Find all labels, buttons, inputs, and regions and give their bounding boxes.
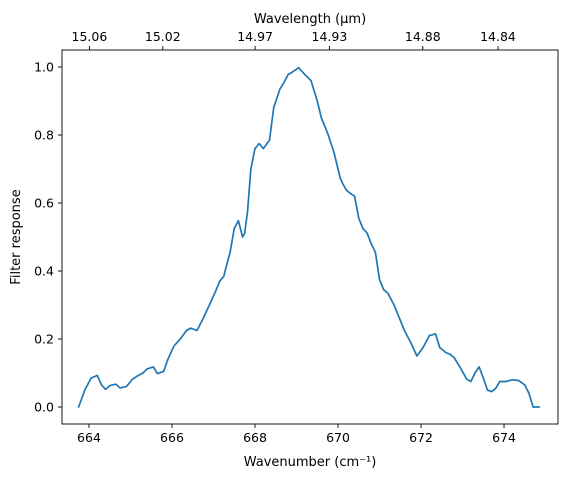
x2-tick-label: 15.06 (72, 29, 108, 44)
plot-frame (61, 49, 559, 425)
x-tick-label: 668 (243, 430, 267, 445)
x-tick-label: 670 (326, 430, 350, 445)
filter-response-line (77, 66, 541, 408)
x2-tick-label: 14.88 (405, 29, 441, 44)
x2-axis-label: Wavelength (μm) (254, 12, 366, 27)
x2-tick-label: 14.84 (480, 29, 516, 44)
x-axis-label: Wavenumber (cm⁻¹) (244, 455, 377, 470)
x-tick-label: 674 (492, 430, 516, 445)
y-tick-label: 0.2 (34, 332, 54, 347)
y-tick-label: 0.4 (34, 264, 54, 279)
y-tick-label: 1.0 (34, 60, 54, 75)
x-axis-ticks: 664 666 668 670 672 674 (77, 424, 516, 445)
x-tick-label: 672 (409, 430, 433, 445)
y-axis-label: Filter response (9, 189, 24, 284)
y-tick-label: 0.0 (34, 400, 54, 415)
plot-area (62, 50, 558, 424)
x2-tick-label: 15.02 (145, 29, 181, 44)
x-tick-label: 664 (77, 430, 101, 445)
top-axis-ticks: 15.06 15.02 14.97 14.93 14.88 14.84 (72, 29, 516, 50)
x-tick-label: 666 (160, 430, 184, 445)
y-axis-ticks: 0.0 0.2 0.4 0.6 0.8 1.0 (34, 60, 62, 415)
x2-tick-label: 14.97 (237, 29, 273, 44)
x2-tick-label: 14.93 (312, 29, 348, 44)
y-tick-label: 0.8 (34, 128, 54, 143)
y-tick-label: 0.6 (34, 196, 54, 211)
